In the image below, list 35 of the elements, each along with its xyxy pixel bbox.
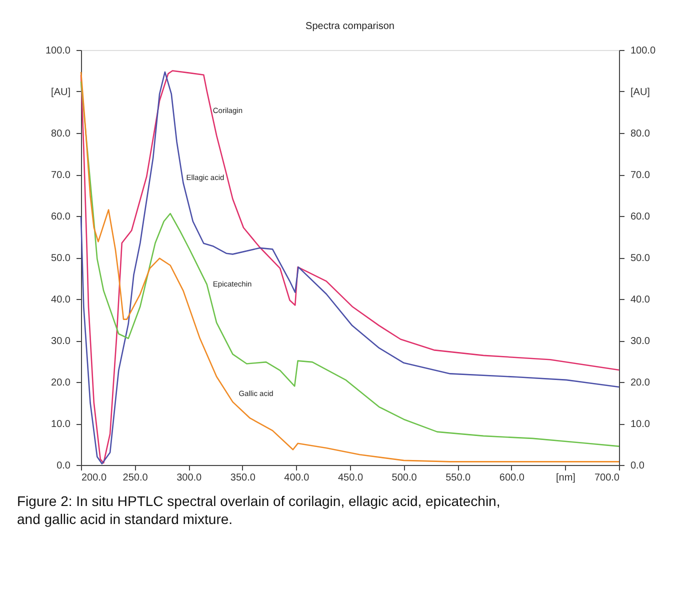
chart-title: Spectra comparison <box>306 21 394 32</box>
y-tick-label: 80.0 <box>51 128 71 140</box>
y-tick-label: 30.0 <box>51 336 71 347</box>
x-tick-label: 300.0 <box>176 472 202 484</box>
y2-tick-label: 80.0 <box>630 128 650 140</box>
y-tick-label: 70.0 <box>51 170 71 181</box>
y-tick-label: 10.0 <box>51 419 71 430</box>
y-tick-label: 50.0 <box>51 253 71 264</box>
y-tick-label: [AU] <box>51 87 71 98</box>
y2-tick-label: 30.0 <box>630 336 650 347</box>
y-tick-label: 20.0 <box>51 378 71 388</box>
y2-tick-label: 70.0 <box>630 170 650 181</box>
y-tick-label: 100.0 <box>45 46 71 56</box>
x-tick-label: 600.0 <box>499 472 525 484</box>
y2-tick-label: 40.0 <box>630 294 650 306</box>
y-tick-label: 60.0 <box>51 212 71 222</box>
y2-tick-label: 10.0 <box>630 419 650 430</box>
y-tick-label: 40.0 <box>51 294 71 306</box>
y-tick-label: 0.0 <box>56 460 71 472</box>
x-tick-label: 500.0 <box>392 472 418 484</box>
y2-tick-label: 20.0 <box>630 378 650 388</box>
y2-tick-label: 0.0 <box>630 460 645 472</box>
x-tick-label: 250.0 <box>122 472 148 484</box>
y2-tick-label: 50.0 <box>630 253 650 264</box>
y2-tick-label: 100.0 <box>630 46 656 56</box>
x-tick-label: 550.0 <box>446 472 472 484</box>
x-tick-label: 450.0 <box>338 472 364 484</box>
x-tick-label: 350.0 <box>230 472 256 484</box>
x-tick-label: 400.0 <box>284 472 310 484</box>
caption: Figure 2: In situ HPTLC spectral overlain of corilagin, ellagic acid, epicatechin, and gallic acid in standard mixture. <box>17 493 500 527</box>
x-tick-label: [nm] <box>556 472 576 484</box>
y2-tick-label: 60.0 <box>630 212 650 222</box>
y2-tick-label: [AU] <box>630 87 650 98</box>
x-tick-label: 700.0 <box>594 472 620 484</box>
x-tick-label: 200.0 <box>82 472 107 484</box>
